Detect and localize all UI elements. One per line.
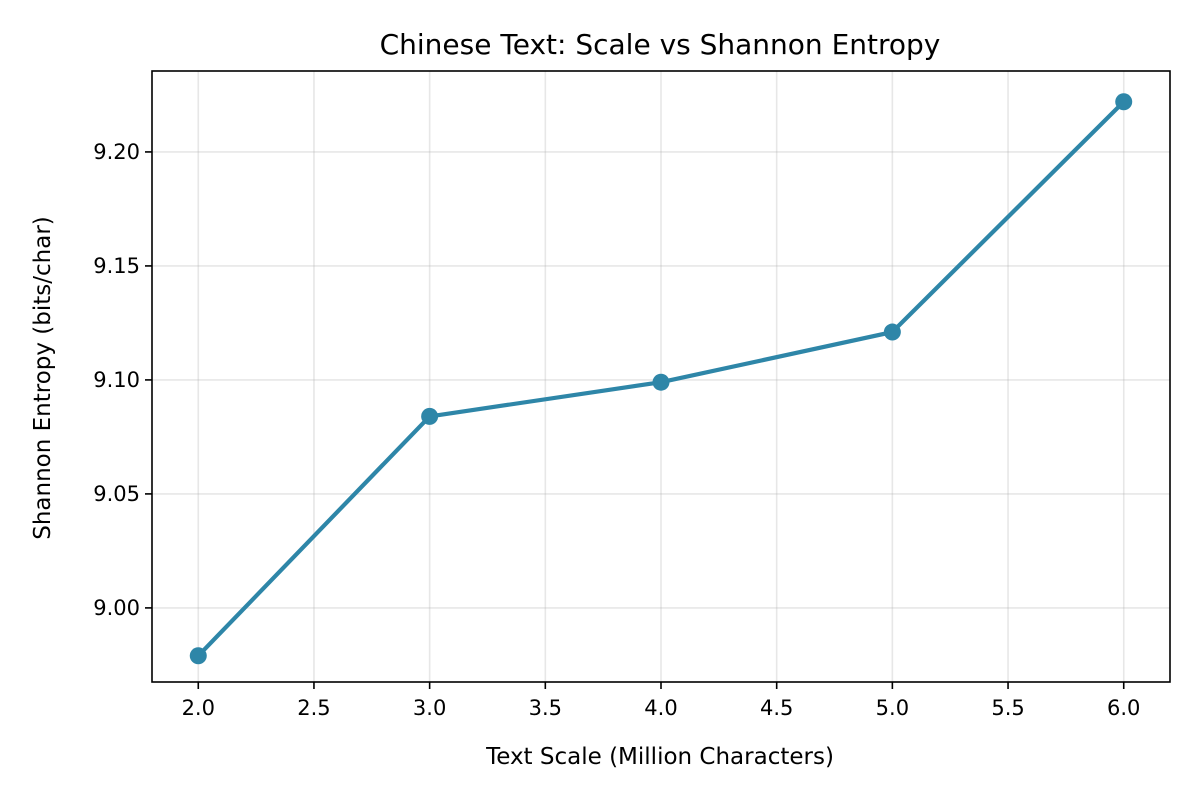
x-tick-label: 2.5	[297, 696, 330, 720]
x-axis: 2.0 2.5 3.0 3.5 4.0 4.5 5.0 5.5 6.0	[182, 682, 1140, 720]
x-tick-label: 6.0	[1107, 696, 1140, 720]
x-tick-label: 5.5	[991, 696, 1024, 720]
y-axis-label: Shannon Entropy (bits/char)	[30, 216, 56, 540]
y-tick-label: 9.20	[93, 140, 140, 164]
y-axis: 9.00 9.05 9.10 9.15 9.20	[93, 140, 152, 620]
grid	[152, 71, 1170, 682]
data-point	[421, 407, 439, 425]
series-group	[189, 93, 1133, 665]
x-axis-label: Text Scale (Million Characters)	[485, 744, 834, 770]
y-tick-label: 9.15	[93, 254, 140, 278]
x-tick-label: 5.0	[876, 696, 909, 720]
data-point	[1115, 93, 1133, 111]
chart-title: Chinese Text: Scale vs Shannon Entropy	[380, 28, 941, 61]
x-tick-label: 4.0	[644, 696, 677, 720]
y-tick-label: 9.10	[93, 368, 140, 392]
data-point	[652, 373, 670, 391]
x-tick-label: 2.0	[182, 696, 215, 720]
x-tick-label: 3.5	[529, 696, 562, 720]
y-tick-label: 9.05	[93, 482, 140, 506]
data-point	[189, 647, 207, 665]
x-tick-label: 3.0	[413, 696, 446, 720]
y-tick-label: 9.00	[93, 596, 140, 620]
x-tick-label: 4.5	[760, 696, 793, 720]
data-point	[883, 323, 901, 341]
